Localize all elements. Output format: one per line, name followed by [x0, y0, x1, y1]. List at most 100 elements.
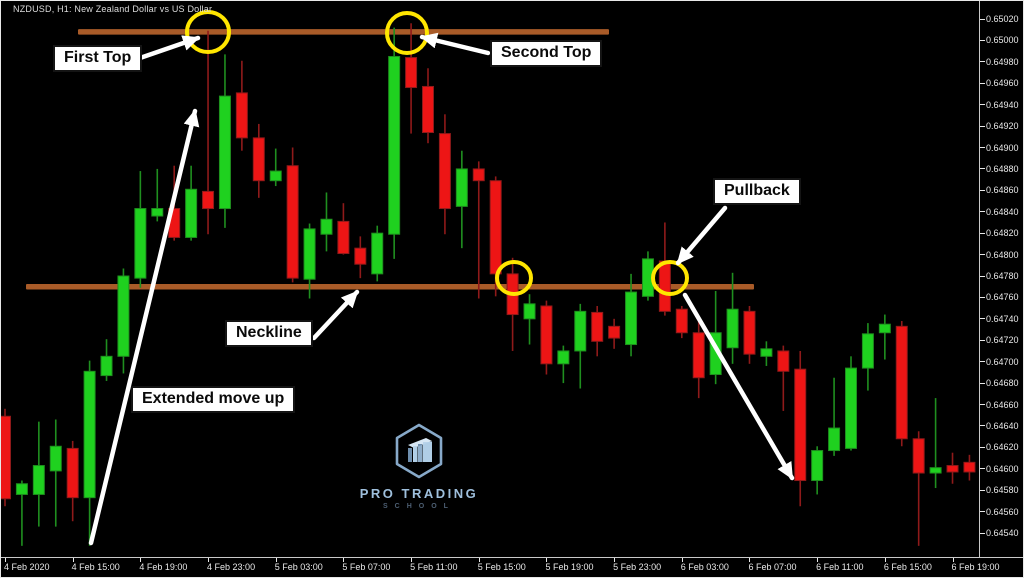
time-axis-label: 4 Feb 15:00 [71, 562, 120, 572]
candlestick [100, 339, 113, 381]
time-axis-tick [614, 558, 616, 562]
price-axis-tick [980, 382, 985, 384]
price-axis-tick [980, 468, 985, 470]
candlestick [117, 268, 130, 374]
time-axis-label: 5 Feb 07:00 [342, 562, 391, 572]
price-axis-label: 0.64940 [986, 99, 1019, 110]
time-axis-label: 4 Feb 2020 [4, 562, 50, 572]
price-axis-label: 0.64700 [986, 356, 1019, 367]
price-axis-tick [980, 39, 985, 41]
candlestick [946, 452, 959, 484]
time-axis-label: 6 Feb 15:00 [883, 562, 932, 572]
time-axis-label: 6 Feb 19:00 [951, 562, 1000, 572]
candlestick [337, 203, 350, 255]
time-axis[interactable]: 4 Feb 2020 4 Feb 15:00 4 Feb 19:00 4 Feb 23… [1, 558, 1023, 577]
price-axis-tick [980, 211, 985, 213]
extended-move-up-arrow [88, 108, 200, 546]
candlestick [185, 165, 198, 241]
pro-trading-school-watermark: PRO TRADING SCHOOL [349, 423, 489, 510]
candlestick [405, 23, 418, 134]
pullback-arrow [675, 205, 728, 266]
candlestick [811, 446, 824, 495]
candlestick [66, 440, 79, 522]
time-axis-label: 5 Feb 19:00 [545, 562, 594, 572]
price-axis-tick [980, 82, 985, 84]
time-axis-label: 4 Feb 23:00 [207, 562, 256, 572]
time-axis-label: 4 Feb 19:00 [139, 562, 188, 572]
pattern-circle-marker [495, 260, 533, 296]
candlestick [422, 68, 434, 144]
price-axis-tick [980, 318, 985, 320]
time-axis-tick [5, 558, 6, 562]
candlestick [861, 323, 874, 391]
time-axis-tick [72, 558, 74, 562]
candlestick [912, 431, 925, 546]
candlestick [591, 305, 604, 357]
time-axis-label: 6 Feb 11:00 [816, 562, 864, 572]
price-axis-tick [980, 339, 985, 341]
time-axis-label: 5 Feb 23:00 [613, 562, 662, 572]
candlestick [303, 223, 316, 299]
candlestick [286, 147, 299, 283]
second-top-arrow [419, 32, 491, 56]
price-axis-label: 0.64980 [986, 56, 1019, 67]
price-axis-label: 0.64660 [986, 399, 1019, 410]
pullback-label: Pullback [713, 178, 801, 205]
candlestick [269, 148, 282, 187]
price-axis-separator [979, 1, 980, 557]
time-axis-tick [478, 558, 480, 562]
price-axis-tick [980, 275, 985, 277]
time-axis-tick [275, 558, 277, 562]
price-axis[interactable]: 0.65020 0.65000 0.64980 0.64960 0.64940 0.649… [980, 1, 1023, 557]
price-axis-label: 0.64580 [986, 485, 1019, 496]
candlestick [557, 345, 570, 384]
price-axis-label: 0.64560 [986, 506, 1019, 517]
candlestick [777, 345, 790, 411]
first-top-arrow [137, 35, 201, 61]
candlestick [354, 236, 367, 279]
price-axis-tick [980, 104, 985, 106]
price-axis-tick [980, 254, 985, 256]
time-axis-label: 5 Feb 11:00 [410, 562, 458, 572]
candlestick [371, 225, 384, 282]
pattern-circle-marker [185, 10, 231, 54]
price-axis-label: 0.64880 [986, 163, 1019, 174]
price-axis-label: 0.64780 [986, 271, 1019, 281]
price-axis-tick [980, 446, 985, 448]
time-axis-tick [411, 558, 413, 562]
pattern-circle-marker [651, 260, 689, 296]
price-axis-label: 0.64680 [986, 378, 1019, 389]
candlestick [760, 341, 773, 366]
first-top-label: First Top [53, 45, 143, 72]
candlestick [608, 318, 621, 349]
time-axis-tick [681, 558, 683, 562]
price-axis-label: 0.64740 [986, 313, 1019, 324]
candlestick [895, 320, 908, 447]
price-axis-tick [980, 189, 985, 191]
time-axis-tick [749, 558, 751, 562]
price-axis-label: 0.64900 [986, 142, 1019, 153]
candlestick [963, 454, 976, 481]
price-axis-label: 0.64800 [986, 249, 1019, 260]
candlestick [692, 317, 705, 399]
price-axis-label: 0.64720 [986, 335, 1019, 346]
logo-text: PRO TRADING [359, 486, 479, 501]
price-axis-label: 0.64860 [986, 185, 1019, 196]
time-axis-label: 6 Feb 07:00 [748, 562, 797, 572]
candlestick [134, 171, 147, 288]
price-axis-label: 0.64840 [986, 206, 1019, 217]
price-axis-label: 0.64760 [986, 292, 1019, 303]
time-axis-label: 5 Feb 15:00 [477, 562, 526, 572]
price-axis-label: 0.64540 [986, 528, 1019, 538]
candlestick [455, 150, 468, 249]
candlestick [32, 421, 45, 527]
price-axis-tick [980, 425, 985, 427]
candlestick [675, 305, 688, 339]
price-axis-label: 0.64820 [986, 228, 1019, 239]
candlestick [845, 356, 857, 451]
price-axis-label: 0.64960 [986, 78, 1019, 89]
time-axis-tick [140, 558, 142, 562]
candlestick-chart-canvas[interactable] [1, 1, 979, 557]
price-axis-tick [980, 61, 985, 63]
